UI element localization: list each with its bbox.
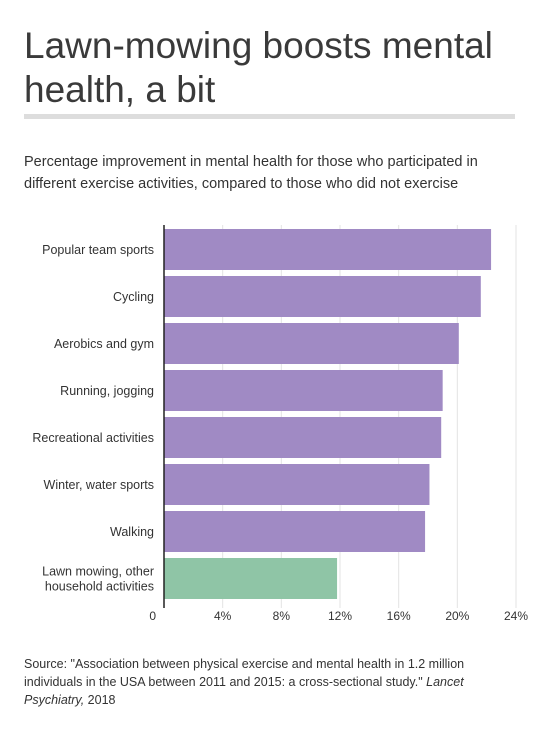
- bar: [164, 464, 430, 505]
- chart-subtitle: Percentage improvement in mental health …: [24, 154, 478, 192]
- bar: [164, 229, 492, 270]
- category-label: Winter, water sports: [44, 478, 154, 492]
- source-note: Source: "Association between physical ex…: [24, 655, 516, 709]
- bars: [164, 229, 492, 599]
- chart-title: Lawn-mowing boosts mental health, a bit: [24, 25, 493, 110]
- category-label: Aerobics and gym: [54, 337, 154, 351]
- source-year: 2018: [84, 693, 116, 707]
- tick-label: 12%: [328, 609, 352, 623]
- bar: [164, 417, 442, 458]
- tick-label: 24%: [504, 609, 528, 623]
- bar: [164, 511, 426, 552]
- bar: [164, 323, 459, 364]
- category-labels: Popular team sports Cycling Aerobics and g…: [32, 243, 154, 594]
- tick-label: 20%: [445, 609, 469, 623]
- category-label: Recreational activities: [32, 431, 154, 445]
- category-label: Popular team sports: [42, 243, 154, 257]
- category-label: Running, jogging: [60, 384, 154, 398]
- bar: [164, 276, 481, 317]
- source-journal: Lancet Psychiatry,: [24, 675, 464, 707]
- tick-labels: 0 4% 8% 12% 16% 20% 24%: [149, 609, 528, 623]
- bar: [164, 558, 338, 599]
- bar-chart: Popular team sports Cycling Aerobics and g…: [32, 225, 528, 623]
- tick-label: 8%: [273, 609, 291, 623]
- category-label: Lawn mowing, other household activities: [42, 565, 154, 594]
- bar: [164, 370, 443, 411]
- category-label: Walking: [110, 525, 154, 539]
- tick-label: 4%: [214, 609, 232, 623]
- title-rule: [24, 114, 515, 119]
- tick-label: 16%: [387, 609, 411, 623]
- source-text: Source: "Association between physical ex…: [24, 657, 465, 689]
- tick-label: 0: [149, 609, 156, 623]
- category-label: Cycling: [113, 290, 154, 304]
